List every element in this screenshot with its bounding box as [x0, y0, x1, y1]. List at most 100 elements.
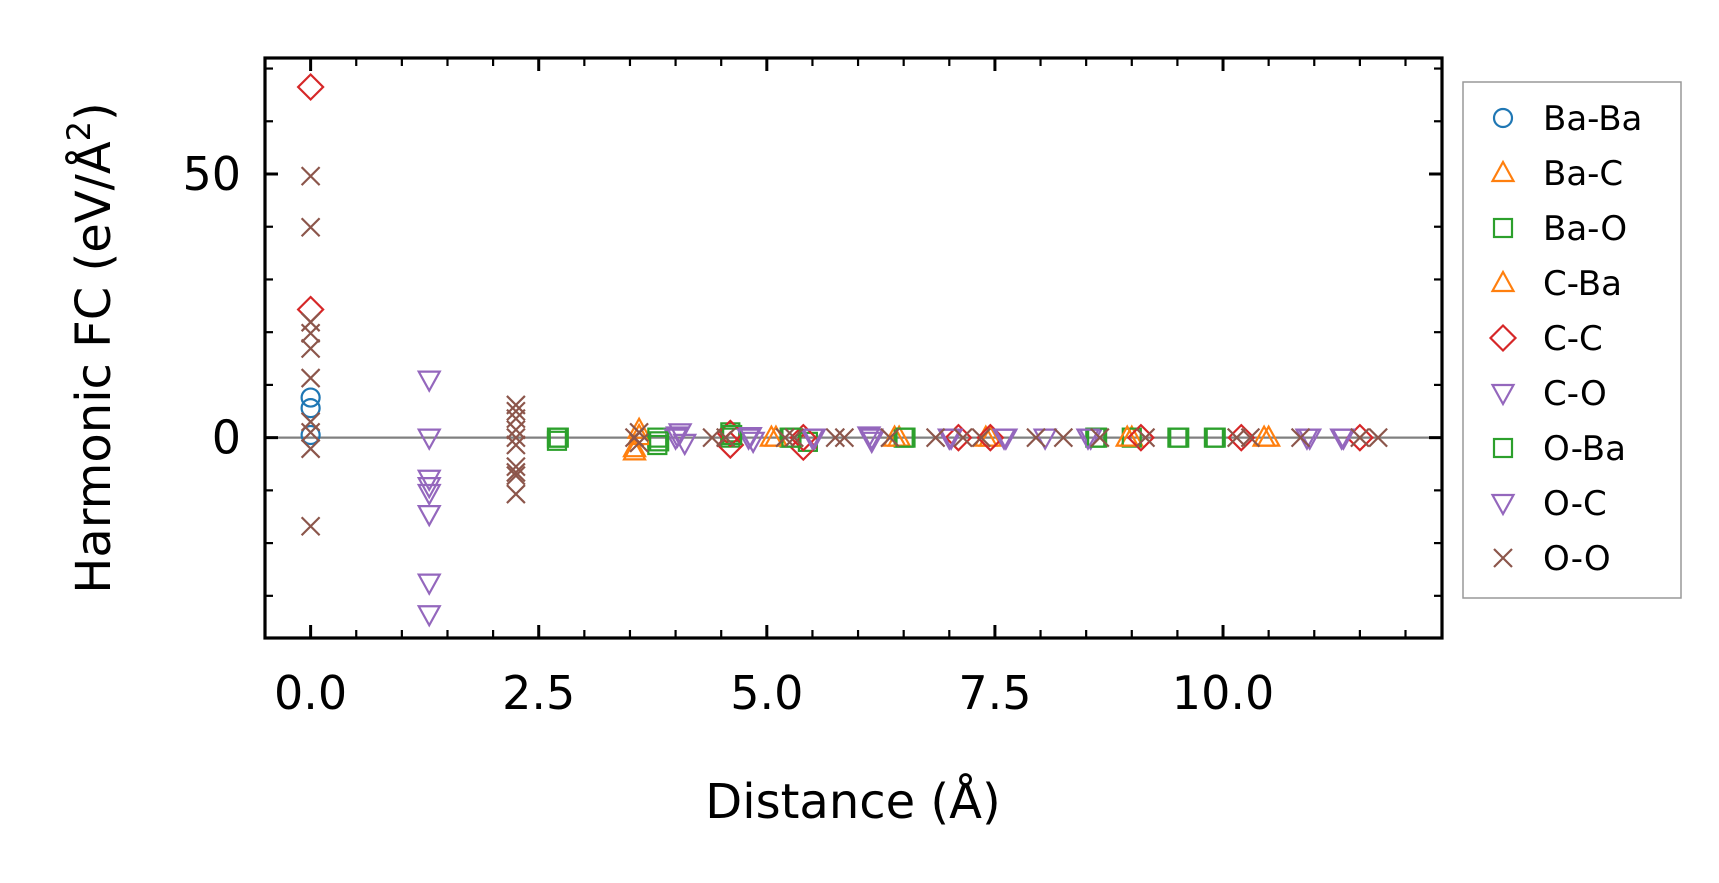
data-point-c-c [296, 72, 325, 102]
series-c-c [296, 72, 1374, 462]
data-point-o-ba [649, 431, 670, 452]
data-point-o-o [1290, 427, 1311, 448]
data-point-o-o [1368, 427, 1388, 448]
data-point-o-o [300, 368, 321, 388]
data-point-c-o [416, 477, 442, 500]
legend: Ba-Ba Ba-C Ba-O C-Ba C-C C-O O-Ba O-C O-O [1462, 81, 1682, 599]
data-point-o-ba [781, 427, 802, 448]
data-point-o-o [880, 427, 900, 448]
data-point-o-c [938, 428, 964, 451]
y-axis-label-close: ) [66, 102, 122, 121]
legend-marker-ba-c [1490, 159, 1516, 183]
series-c-o [416, 370, 1355, 628]
y-axis-label-main: Harmonic FC (eV/Å [65, 141, 122, 594]
data-point-o-ba [1169, 427, 1190, 448]
data-point-c-o [416, 469, 442, 493]
data-point-o-ba [895, 427, 916, 448]
legend-label: C-O [1543, 374, 1607, 414]
series-o-o [300, 166, 1388, 536]
data-point-c-ba [759, 424, 784, 447]
series-o-c [665, 426, 1356, 451]
data-point-c-o [416, 370, 442, 393]
legend-label: Ba-O [1543, 209, 1627, 249]
legend-label: Ba-Ba [1543, 99, 1642, 139]
data-point-o-o [506, 435, 526, 455]
data-point-o-o [1240, 427, 1261, 448]
data-point-o-o [506, 462, 526, 483]
data-point-c-o [416, 428, 442, 451]
data-point-o-o [1053, 427, 1074, 448]
data-point-c-ba [622, 438, 647, 461]
legend-marker-o-o [1493, 548, 1513, 568]
legend-label: C-Ba [1543, 264, 1622, 304]
data-point-o-o [1135, 427, 1156, 448]
data-point-o-c [993, 428, 1019, 451]
data-point-o-o [834, 427, 855, 448]
data-point-o-o [1350, 427, 1370, 448]
data-point-o-c [1075, 428, 1101, 451]
data-point-o-c [738, 426, 763, 450]
y-tick-label: 0 [212, 411, 241, 465]
data-point-c-c [296, 295, 325, 324]
data-point-c-o [416, 605, 442, 628]
data-point-o-o [506, 419, 526, 440]
data-point-ba-ba [300, 398, 321, 419]
data-point-o-o [1090, 427, 1110, 448]
x-tick-label: 0.0 [274, 666, 347, 720]
legend-item-ba-c: Ba-C [1490, 154, 1623, 194]
data-point-o-o [715, 427, 736, 448]
series-ba-ba [300, 387, 321, 446]
series-c-ba [622, 422, 1277, 461]
data-point-o-o [506, 484, 526, 504]
legend-label: O-Ba [1543, 429, 1626, 469]
data-point-o-c [801, 428, 827, 451]
data-point-o-o [506, 456, 526, 477]
legend-item-ba-ba: Ba-Ba [1492, 99, 1642, 139]
data-point-o-o [300, 516, 321, 536]
legend-label: O-O [1543, 539, 1611, 579]
data-point-o-o [506, 465, 526, 486]
legend-item-o-c: O-C [1490, 484, 1607, 524]
legend-marker-c-o [1490, 383, 1516, 407]
y-tick-label: 50 [182, 147, 241, 201]
y-axis-label-superscript: 2 [60, 121, 98, 141]
legend-marker-c-ba [1490, 269, 1516, 293]
legend-marker-o-ba [1492, 437, 1514, 459]
data-point-o-o [702, 427, 722, 448]
data-point-c-o [416, 504, 442, 528]
legend-item-c-ba: C-Ba [1490, 264, 1622, 304]
data-point-o-o [506, 401, 526, 422]
x-tick-label: 2.5 [502, 666, 575, 720]
data-point-o-ba [1205, 427, 1226, 448]
legend-label: C-C [1543, 319, 1603, 359]
data-point-o-o [300, 412, 321, 432]
data-point-o-o [953, 427, 973, 448]
x-tick-label: 10.0 [1172, 666, 1274, 720]
data-point-ba-o [546, 430, 568, 451]
x-tick-label: 5.0 [730, 666, 803, 720]
legend-marker-ba-o [1492, 217, 1514, 239]
data-point-o-o [1026, 427, 1046, 448]
legend-item-o-ba: O-Ba [1492, 429, 1626, 469]
data-point-o-o [775, 427, 795, 448]
legend-marker-o-c [1490, 493, 1516, 517]
data-point-o-o [300, 166, 321, 186]
data-point-c-o [859, 428, 885, 451]
legend-label: Ba-C [1543, 154, 1623, 194]
data-point-c-ba [1114, 424, 1140, 447]
data-point-o-o [300, 323, 321, 344]
legend-item-ba-o: Ba-O [1492, 209, 1627, 249]
data-point-o-c [665, 426, 690, 449]
data-point-o-o [971, 427, 992, 448]
data-point-o-o [629, 433, 649, 453]
data-point-o-c [1331, 428, 1356, 451]
data-point-o-ba [548, 427, 569, 448]
data-point-ba-ba [300, 387, 321, 408]
legend-marker-c-c [1488, 323, 1518, 353]
legend-marker-ba-ba [1492, 107, 1514, 129]
data-point-ba-ba [300, 424, 321, 446]
data-point-o-o [506, 395, 526, 415]
legend-item-c-o: C-O [1490, 374, 1607, 414]
legend-label: O-C [1543, 484, 1607, 524]
